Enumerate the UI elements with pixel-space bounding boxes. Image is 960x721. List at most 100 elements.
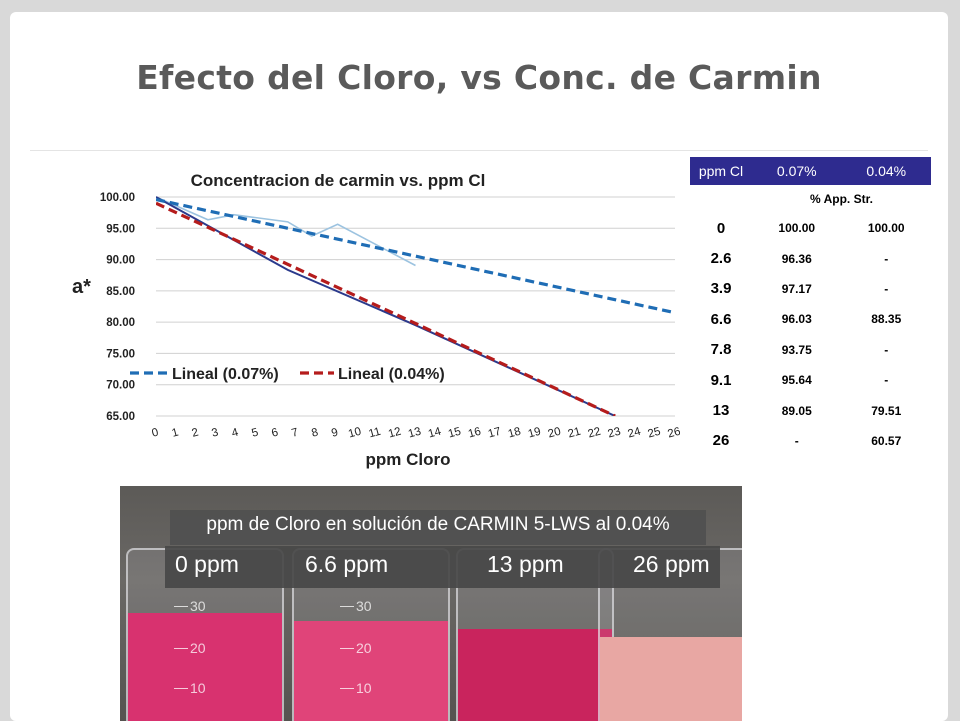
table-cell-ppm: 9.1 bbox=[710, 371, 732, 389]
x-tick-label: 4 bbox=[230, 426, 240, 439]
x-tick-label: 24 bbox=[627, 425, 643, 440]
table-cell-ppm: 26 bbox=[712, 432, 730, 450]
table-cell-004: - bbox=[884, 342, 889, 357]
table-cell-004: - bbox=[884, 281, 889, 296]
table-cell-007: - bbox=[794, 433, 799, 448]
table-cell-ppm: 6.6 bbox=[710, 310, 732, 328]
table-cell-ppm: 7.8 bbox=[710, 341, 732, 359]
table-cell-ppm: 13 bbox=[712, 402, 730, 420]
photo-caption: ppm de Cloro en solución de CARMIN 5-LWS… bbox=[206, 514, 670, 535]
x-tick-label: 3 bbox=[210, 426, 219, 439]
table-cell-004: 79.51 bbox=[871, 403, 902, 418]
x-tick-label: 21 bbox=[567, 426, 582, 441]
table-subheader-blank bbox=[690, 185, 752, 213]
y-tick-label: 95.00 bbox=[106, 223, 135, 235]
table-row: 26 - 60.57 bbox=[690, 426, 931, 456]
beaker-liquid bbox=[128, 613, 282, 721]
x-tick-label: 12 bbox=[387, 426, 402, 441]
beaker-liquid bbox=[458, 629, 612, 721]
table-cell-004: 60.57 bbox=[871, 433, 902, 448]
x-tick-label: 26 bbox=[666, 426, 680, 441]
series-line-1 bbox=[156, 196, 616, 416]
x-axis-label: ppm Cloro bbox=[366, 450, 451, 469]
table-cell-007: 97.17 bbox=[781, 281, 812, 296]
x-tick-label: 13 bbox=[407, 426, 422, 441]
graduation-label: 30 bbox=[340, 598, 406, 614]
table-cell-004: - bbox=[884, 373, 889, 388]
line-chart: Concentracion de carmin vs. ppm Cl 100.00… bbox=[72, 171, 680, 469]
ppm-label-1: 6.6 ppm bbox=[305, 551, 389, 577]
table-cell-004: - bbox=[884, 251, 889, 266]
x-tick-label: 6 bbox=[270, 426, 279, 439]
x-tick-label: 7 bbox=[290, 426, 299, 439]
ppm-label-0: 0 ppm bbox=[175, 551, 239, 577]
slide: Efecto del Cloro, vs Conc. de Carmin Con… bbox=[10, 12, 948, 721]
x-tick-label: 0 bbox=[151, 426, 160, 439]
photo-caption-bar: ppm de Cloro en solución de CARMIN 5-LWS… bbox=[170, 510, 706, 545]
ppm-label-3: 26 ppm bbox=[633, 551, 710, 577]
y-tick-label: 80.00 bbox=[106, 317, 135, 329]
table-header-row: ppm Cl 0.07% 0.04% bbox=[690, 157, 931, 185]
x-tick-label: 19 bbox=[527, 426, 542, 441]
table-cell-ppm: 2.6 bbox=[710, 250, 732, 268]
ppm-label-bar: 0 ppm 6.6 ppm 13 ppm 26 ppm bbox=[165, 546, 720, 588]
beaker-liquid bbox=[600, 637, 742, 721]
x-tick-label: 16 bbox=[467, 426, 482, 441]
y-tick-label: 70.00 bbox=[106, 380, 135, 392]
title-box: Efecto del Cloro, vs Conc. de Carmin bbox=[30, 30, 928, 151]
y-axis-label: a* bbox=[72, 276, 91, 298]
chart-title: Concentracion de carmin vs. ppm Cl bbox=[191, 171, 486, 190]
table-cell-ppm: 3.9 bbox=[710, 280, 732, 298]
graduation-label: 10 bbox=[174, 680, 240, 696]
table-row: 3.9 97.17 - bbox=[690, 274, 931, 304]
graduation-label: 20 bbox=[340, 640, 406, 656]
legend-label-004: Lineal (0.04%) bbox=[338, 366, 445, 383]
table-cell-007: 96.03 bbox=[781, 312, 812, 327]
series-line-0 bbox=[156, 196, 416, 267]
data-table: ppm Cl 0.07% 0.04% % App. Str. 0 100.00 10… bbox=[690, 157, 931, 456]
x-tick-label: 11 bbox=[367, 426, 382, 441]
ppm-label-2: 13 ppm bbox=[487, 551, 564, 577]
x-tick-label: 14 bbox=[427, 425, 443, 440]
table-cell-007: 100.00 bbox=[778, 221, 816, 236]
table-cell-004: 100.00 bbox=[867, 221, 905, 236]
x-tick-label: 1 bbox=[171, 426, 180, 439]
graduation-label: 30 bbox=[174, 598, 240, 614]
table-row: 6.6 96.03 88.35 bbox=[690, 304, 931, 334]
table-header-004: 0.04% bbox=[841, 157, 931, 185]
x-tick-label: 2 bbox=[190, 426, 199, 439]
table-cell-007: 89.05 bbox=[781, 403, 812, 418]
table-cell-004: 88.35 bbox=[871, 312, 902, 327]
x-tick-label: 22 bbox=[587, 426, 602, 441]
graduation-label: 20 bbox=[174, 640, 240, 656]
beaker-photo: 30 20 10 30 20 10 ppm de Cloro en solución de… bbox=[120, 486, 742, 721]
legend-label-007: Lineal (0.07%) bbox=[172, 366, 279, 383]
y-tick-label: 85.00 bbox=[106, 286, 135, 298]
table-row: 2.6 96.36 - bbox=[690, 243, 931, 273]
beaker-liquid bbox=[294, 621, 448, 721]
x-tick-label: 23 bbox=[607, 426, 622, 441]
table-row: 7.8 93.75 - bbox=[690, 335, 931, 365]
y-tick-label: 65.00 bbox=[106, 411, 135, 423]
x-tick-label: 15 bbox=[447, 426, 462, 441]
table-cell-ppm: 0 bbox=[716, 219, 726, 237]
table-row: 9.1 95.64 - bbox=[690, 365, 931, 395]
x-tick-label: 20 bbox=[547, 426, 562, 441]
x-tick-label: 25 bbox=[647, 426, 662, 441]
y-tick-label: 100.00 bbox=[100, 192, 135, 204]
series-line-2 bbox=[156, 197, 675, 315]
series-line-3 bbox=[156, 201, 616, 416]
table-cell-007: 96.36 bbox=[781, 251, 812, 266]
table-row: 0 100.00 100.00 bbox=[690, 213, 931, 243]
table-subheader: % App. Str. bbox=[810, 192, 873, 206]
graduation-label: 10 bbox=[340, 680, 406, 696]
table-cell-007: 93.75 bbox=[781, 342, 812, 357]
x-tick-label: 18 bbox=[507, 426, 522, 441]
x-tick-label: 8 bbox=[310, 426, 319, 439]
x-tick-label: 5 bbox=[250, 426, 259, 439]
table-header-007: 0.07% bbox=[752, 157, 842, 185]
table-cell-007: 95.64 bbox=[781, 373, 812, 388]
table-header-ppm: ppm Cl bbox=[690, 157, 752, 185]
y-tick-label: 90.00 bbox=[106, 255, 135, 267]
page-title: Efecto del Cloro, vs Conc. de Carmin bbox=[136, 58, 822, 97]
